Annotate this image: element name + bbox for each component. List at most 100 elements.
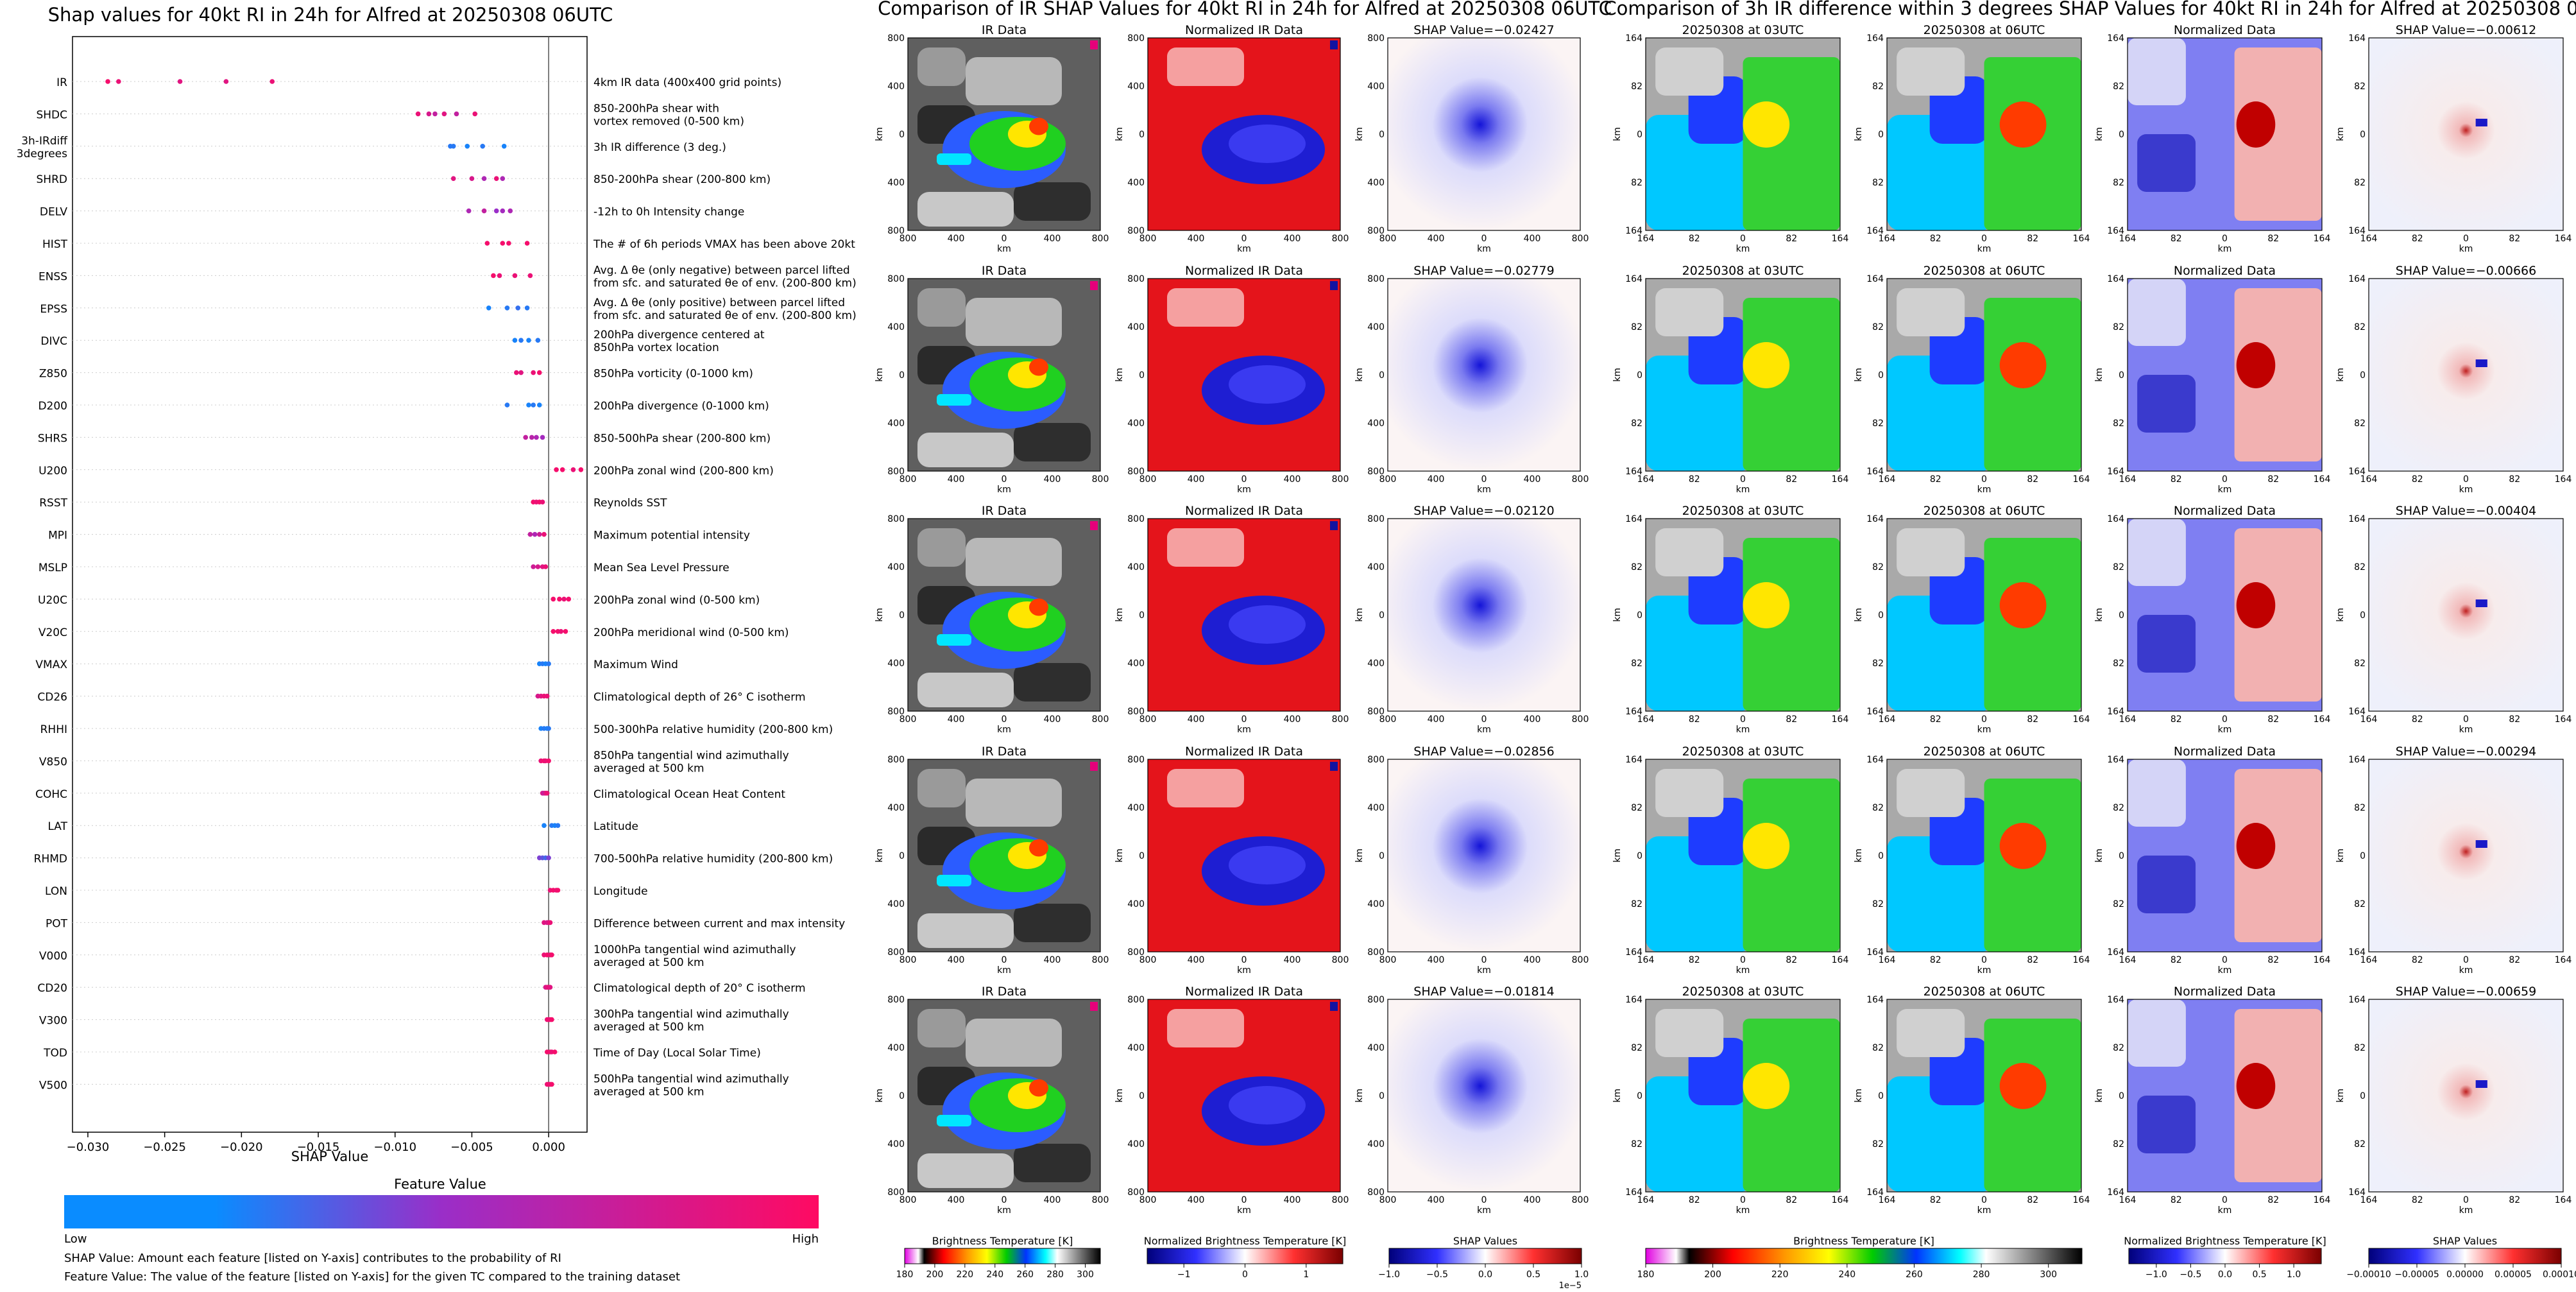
irdiff-gray-cloud bbox=[1655, 47, 1724, 96]
feature-description-line: 300hPa tangential wind azimuthally bbox=[593, 1008, 789, 1021]
normalized-light-region bbox=[1167, 769, 1244, 807]
feature-description-line: from sfc. and saturated θe of env. (200-… bbox=[593, 309, 857, 322]
x-axis-label: km bbox=[2459, 965, 2473, 976]
panel-title: SHAP Value=−0.02120 bbox=[1413, 504, 1554, 518]
y-tick-label: 164 bbox=[1625, 467, 1642, 477]
feature-row-d200: D200 200hPa divergence (0-1000 km) bbox=[38, 400, 769, 413]
x-tick-label: 82 bbox=[1786, 1195, 1797, 1205]
x-tick-label: 164 bbox=[2314, 234, 2331, 244]
irdiff-green-region bbox=[1743, 298, 1840, 471]
feature-description-line: 850hPa vortex location bbox=[593, 341, 719, 354]
x-tick-label: 0 bbox=[1481, 955, 1487, 965]
y-tick-label: 0 bbox=[1878, 610, 1884, 621]
y-tick-label: 164 bbox=[2348, 995, 2366, 1005]
y-tick-label: 164 bbox=[2107, 514, 2124, 524]
ir-cloud-field bbox=[1014, 423, 1091, 461]
feature-name-line: RHHI bbox=[40, 723, 67, 736]
x-axis-label: km bbox=[997, 244, 1011, 254]
y-tick-label: 82 bbox=[2354, 562, 2366, 573]
irdiff-green-region bbox=[1743, 57, 1840, 230]
y-tick-label: 82 bbox=[2113, 322, 2124, 332]
feature-description: 200hPa divergence centered at 850hPa vort… bbox=[593, 329, 765, 354]
irdiff-shap-blue-spot bbox=[2475, 840, 2487, 848]
x-tick-label: 82 bbox=[2171, 474, 2182, 485]
feature-description: The # of 6h periods VMAX has been above … bbox=[593, 238, 855, 251]
x-axis-label: km bbox=[1237, 244, 1251, 254]
y-tick-label: 0 bbox=[1878, 1091, 1884, 1101]
feature-name: SHRD bbox=[37, 173, 67, 186]
feature-name: V850 bbox=[39, 755, 67, 768]
irdiff-panel-r2-c3: Normalized Data1641648282008282164164kmk… bbox=[2094, 264, 2330, 495]
x-tick-label: 800 bbox=[1379, 955, 1397, 965]
shap-point bbox=[501, 144, 507, 149]
x-tick-label: 400 bbox=[1284, 1195, 1301, 1205]
irdiff-brightness-colorbar-label: Brightness Temperature [K] bbox=[1793, 1235, 1934, 1247]
y-tick-label: 400 bbox=[1367, 1043, 1385, 1053]
panel-frame bbox=[1645, 759, 1841, 952]
feature-value-high-label: High bbox=[792, 1232, 819, 1246]
feature-name: COHC bbox=[35, 788, 67, 801]
ir-comparison-title: Comparison of IR SHAP Values for 40kt RI… bbox=[878, 0, 1612, 19]
irdiff-normalized-colorbar bbox=[2128, 1248, 2322, 1264]
x-tick-label: 400 bbox=[1428, 1195, 1445, 1205]
irdiff-shap-colorbar bbox=[2368, 1248, 2562, 1264]
x-tick-label: 82 bbox=[2171, 1195, 2182, 1205]
irdiff-core bbox=[1743, 823, 1790, 869]
y-tick-label: 164 bbox=[2348, 226, 2366, 236]
shap-point bbox=[500, 176, 506, 182]
y-tick-label: 0 bbox=[1379, 370, 1385, 381]
irdiff-normalized-colorbar-tick-label: −1.0 bbox=[2145, 1270, 2167, 1280]
y-tick-label: 82 bbox=[2113, 178, 2124, 188]
irdiff-brightness-colorbar bbox=[1645, 1248, 2083, 1264]
x-tick-label: 0 bbox=[1481, 714, 1487, 725]
y-tick-label: 400 bbox=[1367, 1139, 1385, 1150]
feature-description: 1000hPa tangential wind azimuthally avera… bbox=[593, 943, 796, 969]
feature-row-vmax: VMAX Maximum Wind bbox=[35, 659, 678, 671]
y-tick-label: 800 bbox=[887, 33, 905, 44]
y-tick-label: 82 bbox=[2113, 418, 2124, 429]
panel-frame bbox=[2127, 999, 2323, 1193]
y-axis-label: km bbox=[1114, 848, 1125, 863]
y-tick-label: 82 bbox=[1872, 659, 1884, 669]
x-tick-label: 400 bbox=[948, 234, 965, 244]
y-tick-label: 400 bbox=[887, 659, 905, 669]
x-tick-label: 800 bbox=[1572, 1195, 1589, 1205]
feature-name-line: D200 bbox=[38, 400, 67, 413]
y-axis-label: km bbox=[2094, 848, 2104, 863]
irdiff-normalized-colorbar-tick-label: 0.5 bbox=[2252, 1270, 2266, 1280]
irdiff-shap-blue-spot bbox=[2475, 119, 2487, 126]
feature-description-line: Mean Sea Level Pressure bbox=[593, 562, 729, 574]
ir-cloud-field bbox=[966, 538, 1062, 586]
x-tick-label: 0 bbox=[1241, 234, 1247, 244]
x-tick-label: 82 bbox=[2509, 474, 2520, 485]
x-tick-label: 164 bbox=[1879, 234, 1896, 244]
feature-description: Maximum Wind bbox=[593, 659, 678, 671]
x-tick-label: 164 bbox=[2073, 474, 2090, 485]
shap-point bbox=[515, 306, 521, 311]
feature-name: CD26 bbox=[37, 691, 67, 704]
y-tick-label: 800 bbox=[887, 226, 905, 236]
y-tick-label: 0 bbox=[2119, 370, 2124, 381]
x-tick-label: 164 bbox=[2360, 714, 2378, 725]
ir-cloud-field bbox=[917, 47, 966, 86]
feature-description: 200hPa divergence (0-1000 km) bbox=[593, 400, 769, 413]
irdiff-shap-colorbar-label: SHAP Values bbox=[2433, 1235, 2497, 1247]
x-tick-label: 0 bbox=[1981, 1195, 1987, 1205]
ir-cyan-band bbox=[937, 1115, 971, 1126]
y-tick-label: 400 bbox=[1127, 899, 1145, 909]
feature-name: RHMD bbox=[34, 853, 67, 866]
panel-title: IR Data bbox=[982, 745, 1027, 759]
panel-title: 20250308 at 06UTC bbox=[1923, 504, 2045, 518]
x-tick-label: 164 bbox=[2555, 714, 2572, 725]
ir-panel-r3-c3: SHAP Value=−0.02120800800400400004004008… bbox=[1354, 504, 1589, 735]
feature-row-cd20: CD20 Climatological depth of 20° C isothe… bbox=[37, 982, 805, 995]
y-tick-label: 800 bbox=[1367, 707, 1385, 717]
feature-description: 850-200hPa shear with vortex removed (0-5… bbox=[593, 102, 744, 128]
y-tick-label: 0 bbox=[1139, 370, 1145, 381]
irdiff-gray-cloud bbox=[1655, 769, 1724, 817]
shap-point bbox=[512, 273, 518, 279]
feature-row-mpi: MPI Maximum potential intensity bbox=[48, 530, 750, 542]
shap-point bbox=[546, 726, 551, 731]
